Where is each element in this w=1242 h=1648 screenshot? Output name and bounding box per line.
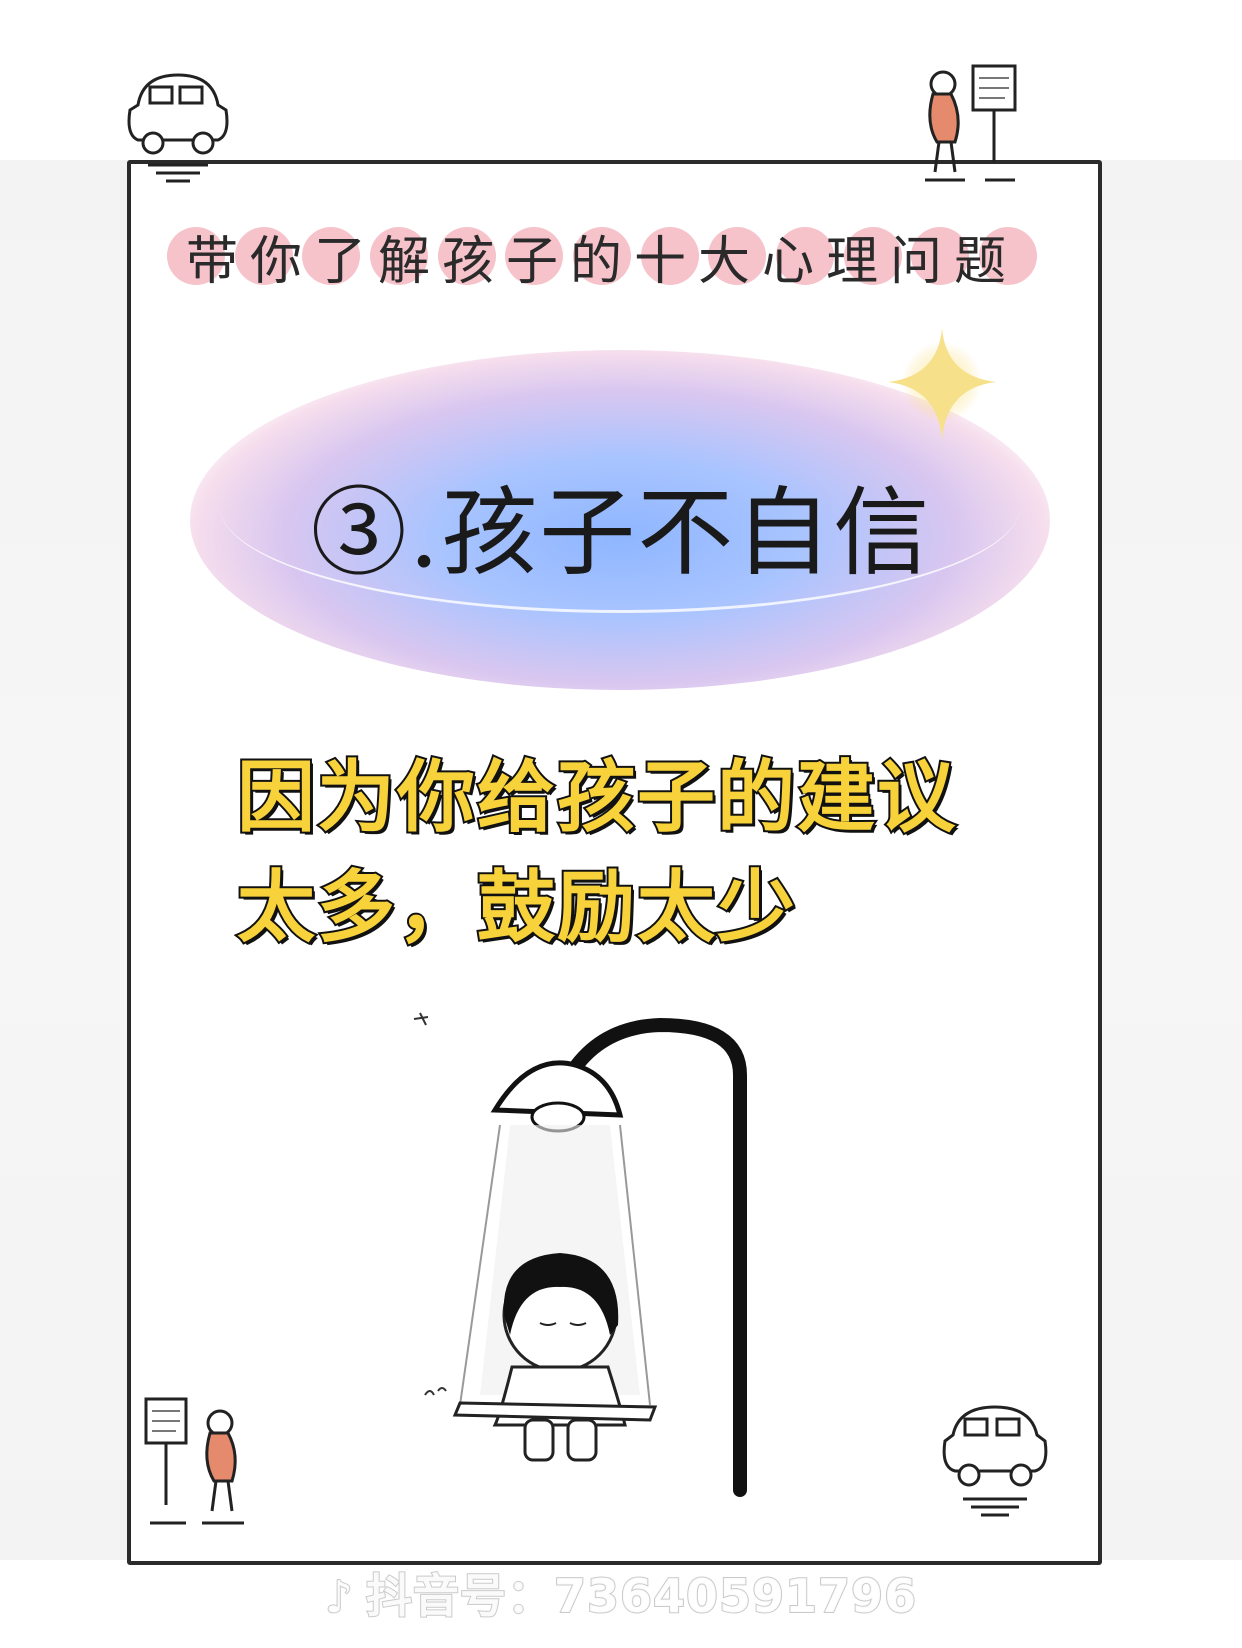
heart-icon	[708, 227, 767, 285]
series-title: 带你了解孩子的十大心理问题	[185, 231, 1018, 292]
sign-person-doodle-bottom-left	[144, 1397, 244, 1525]
sparkle-icon	[888, 328, 996, 440]
heart-icon	[234, 227, 293, 285]
heart-icon	[437, 227, 496, 285]
heart-icon	[640, 227, 699, 285]
child-swing-lamp-illustration	[413, 1012, 747, 1497]
heart-icon	[978, 227, 1037, 285]
heart-icon	[911, 227, 970, 285]
title-glow-ring	[220, 400, 1020, 613]
douyin-watermark: ♪ 抖音号：73640591796	[0, 1560, 1242, 1626]
heart-icon	[369, 227, 428, 285]
heart-icon	[302, 227, 361, 285]
heart-icon	[572, 227, 631, 285]
heart-icon	[167, 227, 225, 285]
heart-icon	[505, 227, 564, 285]
series-header: 带你了解孩子的十大心理问题	[167, 216, 1037, 296]
car-doodle-top-left	[127, 73, 229, 183]
heart-decoration-row	[167, 216, 1037, 296]
heart-icon	[775, 227, 834, 285]
tiktok-note-icon: ♪	[324, 1571, 354, 1624]
body-text-line-1: 因为你给孩子的建议	[235, 751, 958, 845]
body-text-line-2: 太多，鼓励太少	[235, 861, 798, 955]
person-sign-doodle-top-right	[925, 64, 1017, 182]
car-doodle-bottom-right	[942, 1405, 1048, 1517]
heart-icon	[843, 227, 902, 285]
main-title: ③.孩子不自信	[310, 477, 932, 589]
douyin-id-text: 抖音号：73640591796	[365, 1568, 918, 1624]
